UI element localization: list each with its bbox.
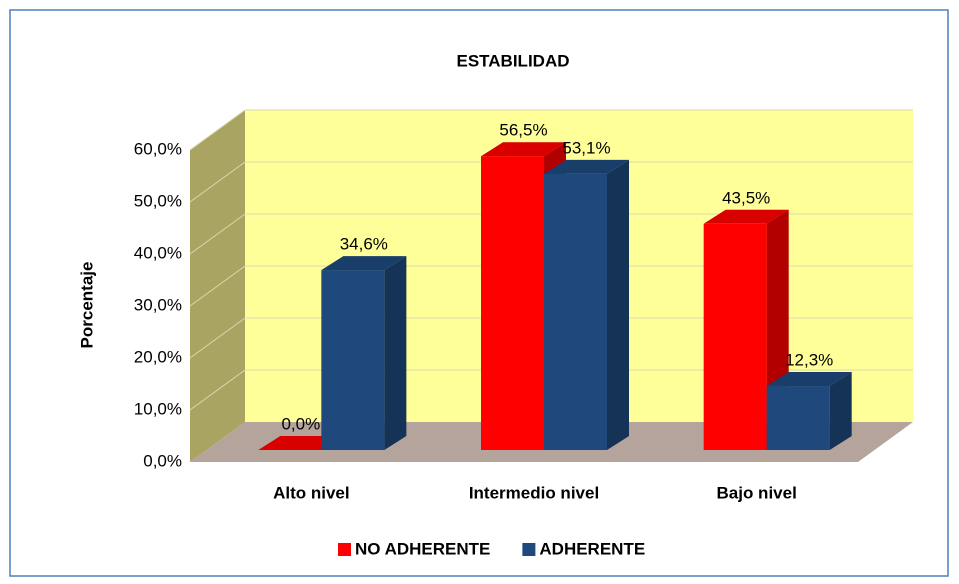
bar-side-shade [829, 372, 852, 450]
bar [703, 223, 767, 450]
data-label: 34,6% [340, 235, 388, 254]
grid-line [189, 317, 246, 359]
bar [766, 386, 830, 450]
bar [481, 156, 544, 450]
bar-side [384, 256, 407, 450]
y-tick-label: 10,0% [134, 399, 182, 418]
data-label: 56,5% [499, 121, 547, 140]
bar [321, 270, 385, 450]
bar-top-shade [703, 209, 789, 224]
y-tick-label: 40,0% [134, 243, 182, 262]
bar-top [703, 209, 789, 224]
grid-line [189, 369, 246, 411]
grid-line [189, 161, 246, 203]
y-tick-label: 30,0% [134, 295, 182, 314]
y-axis-label: Porcentaje [77, 262, 96, 349]
bar-top-shade [766, 372, 852, 387]
bar-top [481, 142, 566, 157]
bar-top-shade [544, 159, 629, 174]
data-label: 12,3% [785, 351, 833, 370]
bar-side [829, 372, 852, 450]
y-tick-label: 60,0% [134, 139, 182, 158]
data-label: 53,1% [562, 138, 610, 157]
legend-label: NO ADHERENTE [355, 539, 490, 558]
legend-label: ADHERENTE [539, 539, 645, 558]
bar-side-shade [607, 159, 629, 450]
y-tick-label: 20,0% [134, 347, 182, 366]
legend-swatch [338, 543, 351, 556]
y-tick-label: 50,0% [134, 191, 182, 210]
grid-line [189, 109, 246, 151]
legend-swatch [522, 543, 536, 556]
x-tick-label: Intermedio nivel [469, 483, 599, 502]
bar-side-shade [384, 256, 407, 450]
bar-top [321, 256, 407, 271]
bar [544, 173, 607, 450]
bar-top [766, 372, 852, 387]
data-label: 0,0% [281, 414, 320, 433]
grid-line [189, 213, 246, 255]
grid-line [189, 265, 246, 307]
chart-title: ESTABILIDAD [456, 51, 569, 70]
y-tick-label: 0,0% [143, 451, 182, 470]
data-label: 43,5% [722, 188, 770, 207]
x-tick-label: Alto nivel [273, 483, 350, 502]
bar-side [607, 159, 629, 450]
bar-top-shade [321, 256, 407, 271]
x-tick-label: Bajo nivel [717, 483, 797, 502]
bar-top-shade [481, 142, 566, 157]
bar-top [544, 159, 629, 174]
